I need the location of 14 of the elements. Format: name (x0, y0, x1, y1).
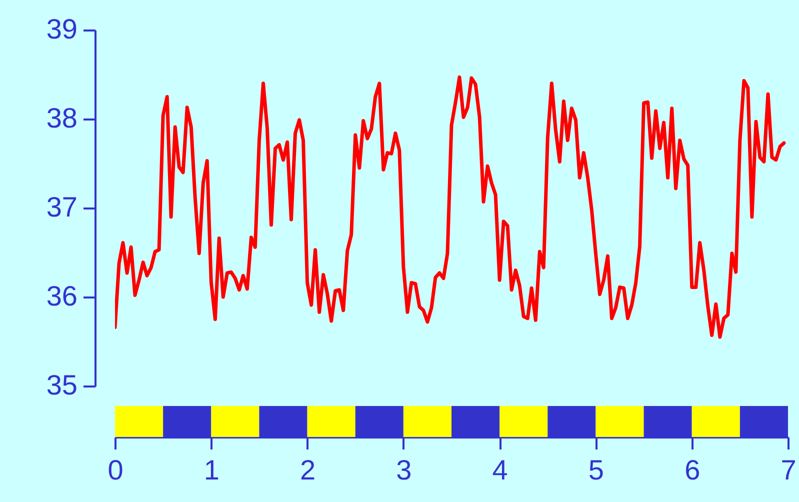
x-tick-label: 5 (588, 454, 604, 486)
y-tick-label: 36 (46, 280, 78, 312)
x-tick-label: 4 (492, 454, 508, 486)
x-tick-label: 7 (780, 454, 796, 486)
line-series (115, 75, 786, 339)
x-tick-label: 3 (396, 454, 412, 486)
y-tick-label: 35 (46, 370, 78, 400)
x-tick-label: 1 (204, 454, 220, 486)
x-tick-label: 6 (684, 454, 700, 486)
x-tick-label: 2 (300, 454, 316, 486)
y-tick-label: 38 (46, 102, 78, 134)
y-tick-label: 39 (46, 14, 78, 44)
y-tick-label: 37 (46, 192, 78, 222)
x-tick-label: 0 (108, 454, 124, 486)
